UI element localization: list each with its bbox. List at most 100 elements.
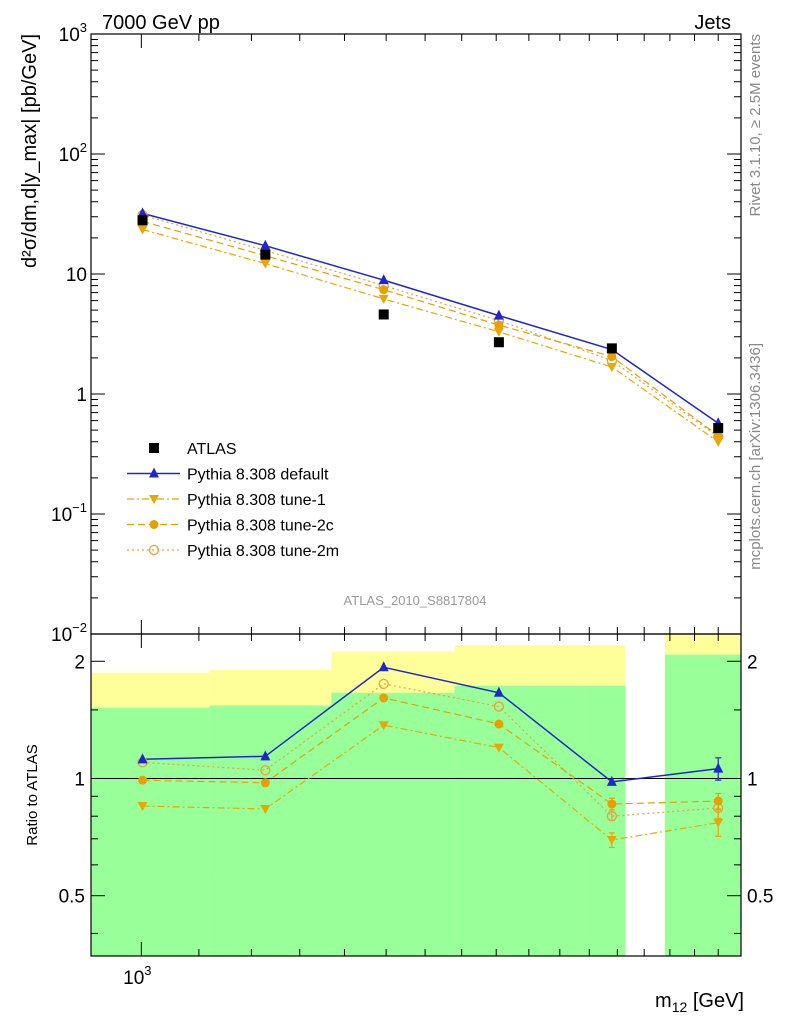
y-tick-label-sup-0: 3 bbox=[80, 20, 87, 35]
ratio-band-inner-3 bbox=[454, 685, 581, 956]
x-axis-label-main: m bbox=[655, 990, 672, 1012]
y-tick-label-base-0: 10 bbox=[59, 25, 80, 46]
ratio-3-point-2 bbox=[378, 678, 389, 689]
series-1-point-0 bbox=[137, 225, 148, 235]
x-tick-label-sup-0: 3 bbox=[144, 963, 151, 978]
ratio-band-inner-2 bbox=[331, 692, 455, 956]
y-tick-label-3: 1 bbox=[76, 385, 87, 406]
plot-frames bbox=[90, 33, 742, 957]
ratio-2-point-0 bbox=[138, 775, 148, 785]
series-1-point-3 bbox=[493, 327, 504, 337]
data-point-3 bbox=[493, 337, 504, 348]
legend-marker-0 bbox=[149, 443, 159, 453]
ratio-0-point-5 bbox=[713, 762, 724, 773]
legend: ATLAS Pythia 8.308 default Pythia 8.308 tu… bbox=[127, 441, 339, 560]
data-point-1 bbox=[260, 249, 271, 260]
y-tick-label-4: 10−1 bbox=[51, 500, 87, 526]
series-line-0 bbox=[142, 212, 719, 424]
ratio-band-inner-0 bbox=[91, 707, 210, 956]
legend-marker-1 bbox=[149, 467, 159, 478]
y-tick-label-base-3: 1 bbox=[76, 385, 87, 406]
ratio-2-point-1 bbox=[260, 778, 270, 788]
main-series-lines bbox=[142, 212, 719, 443]
series-line-2 bbox=[142, 220, 719, 437]
y-tick-label-base-4: 10 bbox=[51, 505, 72, 526]
ratio-y-tick-label-l-2: 2 bbox=[74, 652, 85, 673]
series-2-point-3 bbox=[494, 320, 504, 330]
watermark: ATLAS_2010_S8817804 bbox=[344, 593, 487, 608]
y-tick-label-base-2: 10 bbox=[66, 265, 87, 286]
title-left: 7000 GeV pp bbox=[102, 12, 220, 34]
ratio-band-inner-5 bbox=[664, 654, 741, 956]
data-point-4 bbox=[606, 343, 617, 354]
ratio-0-point-2 bbox=[378, 661, 389, 672]
legend-marker-4 bbox=[148, 544, 160, 556]
y-tick-label-5: 10−2 bbox=[51, 620, 87, 646]
y-tick-label-sup-1: 2 bbox=[80, 140, 87, 155]
ratio-1-point-5 bbox=[713, 818, 724, 828]
legend-label-2: Pythia 8.308 tune-1 bbox=[187, 492, 326, 509]
side-label-top: Rivet 3.1.10, ≥ 2.5M events bbox=[747, 34, 764, 217]
ratio-y-tick-label-r-2: 2 bbox=[747, 652, 758, 673]
ratio-frame bbox=[90, 633, 742, 957]
data-point-2 bbox=[378, 309, 389, 320]
ratio-0-point-0 bbox=[137, 753, 148, 764]
legend-label-3: Pythia 8.308 tune-2c bbox=[187, 518, 334, 535]
ratio-y-tick-label-r-1: 1 bbox=[747, 769, 758, 790]
ratio-2-point-4 bbox=[607, 799, 617, 809]
ratio-uncertainty-bands bbox=[91, 634, 741, 956]
side-label-bottom: mcplots.cern.ch [arXiv:1306.3436] bbox=[747, 343, 764, 570]
y-axis-label: d²σ/dm,d|y_max| [pb/GeV] bbox=[19, 34, 41, 268]
series-0-point-0 bbox=[137, 207, 148, 218]
series-0-point-1 bbox=[260, 239, 271, 250]
ratio-y-tick-label-l-1: 1 bbox=[74, 769, 85, 790]
y-tick-label-1: 102 bbox=[59, 140, 87, 166]
x-tick-label-0: 103 bbox=[123, 963, 151, 989]
y-tick-label-sup-4: −1 bbox=[72, 500, 87, 515]
ratio-series-lines bbox=[91, 666, 741, 841]
legend-label-1: Pythia 8.308 default bbox=[187, 467, 329, 484]
series-1-point-4 bbox=[606, 362, 617, 372]
series-0-point-3 bbox=[493, 309, 504, 320]
ratio-1-point-1 bbox=[260, 804, 271, 814]
ratio-1-point-0 bbox=[137, 801, 148, 811]
series-1-point-5 bbox=[713, 437, 724, 447]
y-tick-label-sup-5: −2 bbox=[72, 620, 87, 635]
series-line-3 bbox=[142, 214, 719, 438]
ratio-y-tick-label-r-0: 0.5 bbox=[747, 887, 773, 908]
ratio-series-markers bbox=[137, 661, 724, 849]
ratio-band-inner-1 bbox=[209, 705, 332, 956]
ratio-0-point-1 bbox=[260, 750, 271, 761]
ratio-2-point-5 bbox=[713, 796, 723, 806]
series-2-point-2 bbox=[379, 285, 389, 295]
ratio-2-point-2 bbox=[379, 693, 389, 703]
x-axis-label-sub: 12 bbox=[672, 999, 688, 1015]
x-tick-label-base-0: 10 bbox=[123, 968, 144, 989]
x-axis-label-unit: [GeV] bbox=[687, 990, 744, 1012]
ratio-0-point-4 bbox=[606, 775, 617, 786]
y-tick-label-base-5: 10 bbox=[51, 625, 72, 646]
title-right: Jets bbox=[694, 12, 731, 34]
ratio-1-point-4 bbox=[606, 836, 617, 846]
ratio-line-0 bbox=[142, 666, 719, 783]
data-point-5 bbox=[713, 423, 724, 434]
ratio-1-point-2 bbox=[378, 721, 389, 731]
series-0-point-2 bbox=[378, 274, 389, 285]
x-axis-label: m12 [GeV] bbox=[655, 990, 744, 1015]
y-axis-label-text: d²σ/dm,d|y_max| [pb/GeV] bbox=[19, 34, 41, 268]
legend-label-4: Pythia 8.308 tune-2m bbox=[187, 543, 339, 560]
main-series-markers bbox=[137, 207, 724, 447]
ratio-3-point-4 bbox=[606, 811, 617, 822]
series-1-point-1 bbox=[260, 259, 271, 269]
y-tick-label-base-1: 10 bbox=[59, 145, 80, 166]
ratio-line-1 bbox=[142, 724, 719, 841]
ratio-y-axis-label: Ratio to ATLAS bbox=[24, 744, 41, 845]
ratio-0-point-3 bbox=[493, 686, 504, 697]
ratio-band-inner-4 bbox=[580, 685, 626, 956]
ratio-3-point-1 bbox=[260, 765, 271, 776]
y-tick-label-2: 10 bbox=[66, 265, 87, 286]
ratio-2-point-3 bbox=[494, 719, 504, 729]
ratio-y-tick-label-l-0: 0.5 bbox=[59, 887, 85, 908]
